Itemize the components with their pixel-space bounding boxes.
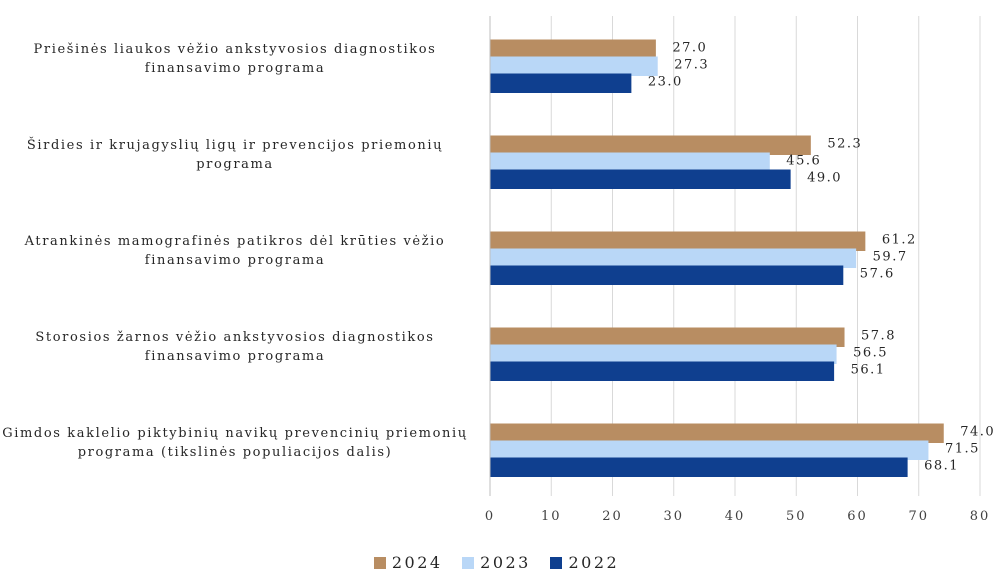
category-label: Storosios žarnos vėžio ankstyvosios diag…: [35, 330, 435, 364]
x-tick-label: 80: [970, 509, 991, 524]
legend-item-2023: 2023: [462, 553, 531, 572]
bar-2023: [490, 56, 658, 76]
legend-swatch-2022: [550, 557, 563, 569]
value-label: 68.1: [924, 458, 959, 473]
category-label: Atrankinės mamografinės patikros dėl krū…: [24, 234, 446, 268]
x-tick-label: 20: [602, 509, 623, 524]
x-tick-label: 0: [485, 509, 495, 524]
legend-label-2023: 2023: [480, 553, 531, 572]
bar-2024: [490, 231, 866, 251]
value-label: 27.3: [674, 57, 709, 72]
bar-2023: [490, 152, 770, 172]
x-tick-label: 50: [786, 509, 807, 524]
bar-2022: [490, 73, 632, 93]
value-label: 56.1: [851, 362, 886, 377]
x-tick-labels: 0 10 20 30 40 50 60 70 80: [485, 509, 991, 524]
bar-2022: [490, 457, 908, 477]
value-label: 52.3: [827, 136, 862, 151]
bar-2022: [490, 169, 791, 189]
value-label: 61.2: [882, 232, 917, 247]
value-labels: 27.0 27.3 23.0 52.3 45.6 49.0 61.2 59.7 57.6 57.8…: [648, 40, 993, 473]
x-tick-label: 30: [663, 509, 684, 524]
bar-2024: [490, 135, 811, 155]
legend-swatch-2024: [373, 557, 386, 569]
bar-2022: [490, 361, 835, 381]
category-label: Priešinės liaukos vėžio ankstyvosios dia…: [33, 42, 437, 76]
legend: 2024 2023 2022: [0, 553, 993, 572]
bars: [490, 39, 944, 477]
legend-swatch-2023: [462, 557, 475, 569]
value-label: 59.7: [873, 249, 908, 264]
value-label: 57.6: [860, 266, 895, 281]
bar-2023: [490, 248, 857, 268]
bar-2023: [490, 344, 837, 364]
x-tick-label: 40: [725, 509, 746, 524]
bar-2022: [490, 265, 844, 285]
value-label: 74.0: [960, 424, 993, 439]
bar-2024: [490, 39, 656, 59]
value-label: 49.0: [807, 170, 842, 185]
bar-2024: [490, 423, 944, 443]
x-tick-label: 10: [541, 509, 562, 524]
category-label: Gimdos kaklelio piktybinių navikų preven…: [2, 426, 468, 460]
x-tick-label: 60: [847, 509, 868, 524]
value-label: 56.5: [853, 345, 888, 360]
legend-label-2024: 2024: [391, 553, 443, 572]
value-label: 57.8: [861, 328, 896, 343]
legend-label-2022: 2022: [568, 553, 620, 572]
category-label: Širdies ir krujagyslių ligų ir prevencij…: [26, 138, 444, 172]
legend-item-2022: 2022: [550, 553, 619, 572]
value-label: 27.0: [672, 40, 707, 55]
value-label: 71.5: [945, 441, 980, 456]
x-tick-label: 70: [908, 509, 929, 524]
value-label: 45.6: [786, 153, 821, 168]
bar-2023: [490, 440, 929, 460]
bar-2024: [490, 327, 845, 347]
value-label: 23.0: [648, 74, 683, 89]
legend-item-2024: 2024: [373, 553, 443, 572]
